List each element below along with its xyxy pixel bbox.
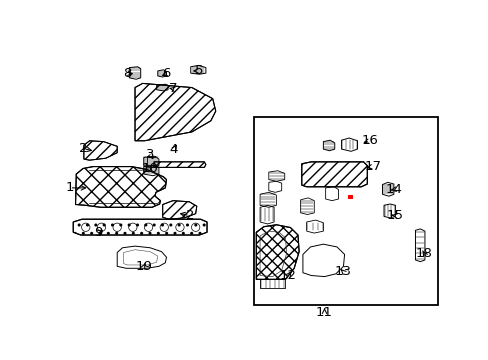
Text: 2: 2 (79, 142, 87, 155)
Text: 4: 4 (169, 143, 178, 156)
Text: 13: 13 (334, 265, 351, 278)
Text: 6: 6 (162, 67, 170, 80)
Text: 15: 15 (386, 209, 403, 222)
Text: 16: 16 (361, 134, 378, 147)
Text: 19: 19 (135, 260, 152, 273)
Text: 18: 18 (415, 247, 432, 260)
Text: 9: 9 (94, 226, 102, 239)
Text: 5: 5 (195, 64, 203, 77)
Bar (253, 117, 437, 305)
Bar (347, 195, 351, 198)
Text: 1: 1 (65, 181, 74, 194)
Text: 8: 8 (123, 67, 131, 80)
Text: 3: 3 (145, 148, 154, 161)
Text: 10: 10 (142, 162, 158, 175)
Text: 17: 17 (364, 160, 380, 173)
Text: 12: 12 (280, 269, 296, 282)
Text: 11: 11 (315, 306, 332, 319)
Text: 14: 14 (385, 183, 402, 196)
Text: 7: 7 (168, 82, 177, 95)
Text: 2: 2 (185, 209, 194, 222)
